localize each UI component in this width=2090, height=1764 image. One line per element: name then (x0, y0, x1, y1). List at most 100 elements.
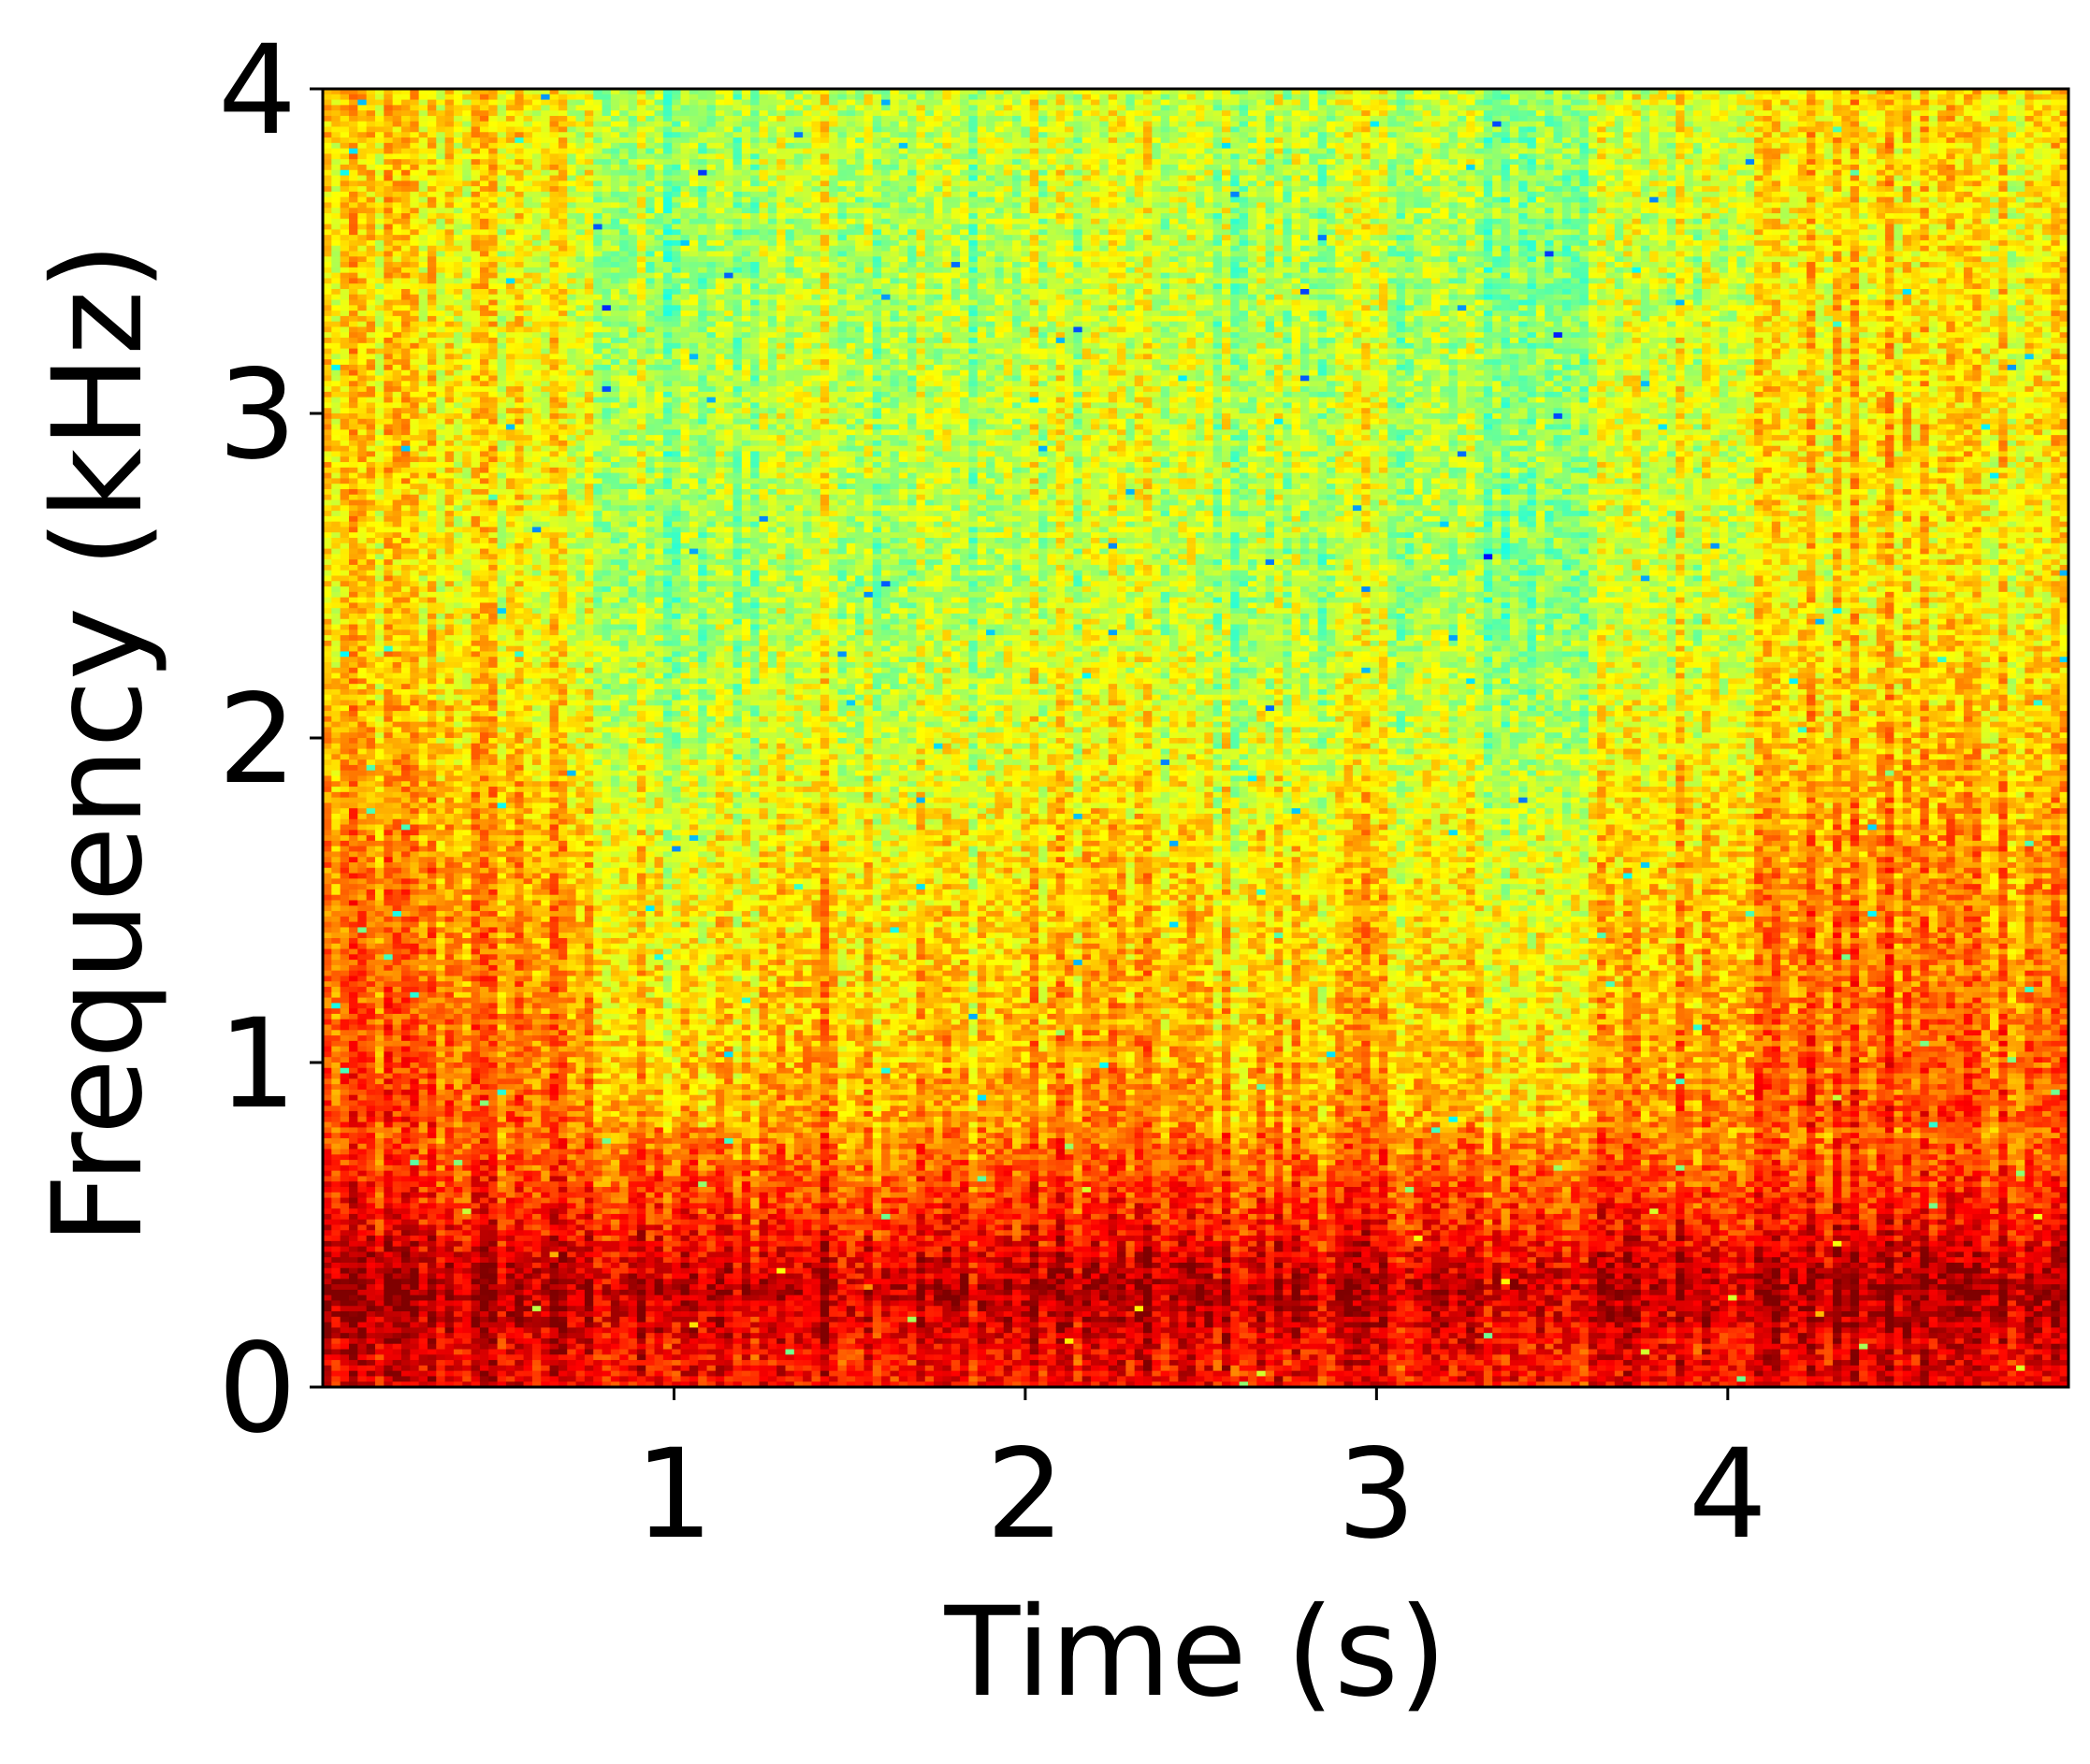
heatmap-cell (488, 662, 499, 669)
heatmap-cell (323, 451, 332, 457)
heatmap-cell (471, 294, 481, 301)
heatmap-cell (479, 1300, 489, 1307)
heatmap-cell (340, 462, 350, 469)
heatmap-cell (340, 175, 350, 181)
heatmap-cell (488, 429, 499, 436)
heatmap-cell (384, 672, 394, 679)
heatmap-cell (418, 267, 428, 274)
heatmap-cell (366, 413, 376, 420)
heatmap-cell (410, 759, 420, 766)
heatmap-cell (348, 981, 358, 988)
heatmap-cell (427, 472, 437, 479)
heatmap-cell (479, 1224, 489, 1231)
heatmap-cell (348, 239, 358, 247)
heatmap-cell (331, 1013, 341, 1020)
heatmap-cell (497, 911, 507, 918)
heatmap-cell (436, 94, 446, 101)
heatmap-cell (340, 781, 350, 788)
heatmap-cell (427, 830, 437, 836)
heatmap-cell (436, 851, 446, 858)
heatmap-cell (357, 1164, 368, 1172)
heatmap-cell (471, 651, 481, 658)
heatmap-cell (384, 1100, 394, 1106)
heatmap-cell (479, 613, 489, 620)
heatmap-cell (323, 424, 332, 430)
heatmap-cell (436, 142, 446, 150)
heatmap-cell (453, 169, 463, 177)
heatmap-cell (453, 429, 463, 436)
heatmap-cell (331, 840, 341, 847)
heatmap-cell (384, 927, 394, 933)
heatmap-cell (453, 527, 463, 533)
heatmap-cell (418, 89, 428, 95)
heatmap-cell (444, 527, 455, 533)
heatmap-cell (462, 515, 472, 523)
heatmap-cell (366, 1143, 376, 1150)
heatmap-cell (418, 894, 428, 902)
heatmap-cell (444, 445, 455, 453)
heatmap-cell (471, 181, 481, 187)
heatmap-cell (348, 802, 358, 809)
heatmap-cell (427, 727, 437, 733)
heatmap-cell (453, 1208, 463, 1215)
heatmap-cell (384, 1213, 394, 1221)
heatmap-cell (400, 1040, 411, 1048)
heatmap-cell (453, 1035, 463, 1042)
heatmap-cell (479, 462, 489, 469)
heatmap-cell (453, 884, 463, 890)
heatmap-cell (410, 1170, 420, 1178)
heatmap-cell (427, 538, 437, 544)
heatmap-cell (340, 369, 350, 377)
heatmap-cell (497, 624, 507, 630)
heatmap-cell (410, 705, 420, 712)
heatmap-cell (462, 948, 472, 955)
heatmap-cell (400, 181, 411, 187)
heatmap-cell (374, 115, 385, 123)
heatmap-cell (366, 521, 376, 528)
heatmap-cell (384, 1230, 394, 1236)
heatmap-cell (488, 1024, 499, 1031)
heatmap-cell (357, 326, 368, 333)
heatmap-cell (340, 759, 350, 766)
heatmap-cell (453, 494, 463, 501)
heatmap-cell (400, 640, 411, 647)
heatmap-cell (357, 413, 368, 420)
heatmap-cell (479, 873, 489, 879)
heatmap-cell (436, 1078, 446, 1085)
heatmap-cell (444, 386, 455, 393)
heatmap-cell (331, 586, 341, 593)
heatmap-cell (323, 1365, 332, 1372)
heatmap-cell (436, 889, 446, 896)
heatmap-cell (427, 440, 437, 447)
heatmap-cell (488, 997, 499, 1004)
heatmap-cell (488, 787, 499, 793)
heatmap-cell (427, 748, 437, 755)
heatmap-cell (357, 943, 368, 950)
heatmap-cell (357, 727, 368, 733)
heatmap-cell (357, 1030, 368, 1036)
heatmap-cell (374, 478, 385, 484)
heatmap-cell (453, 99, 463, 106)
heatmap-cell (444, 1306, 455, 1312)
heatmap-cell (384, 1273, 394, 1280)
heatmap-cell (488, 1067, 499, 1075)
heatmap-cell (497, 824, 507, 831)
heatmap-cell (418, 1267, 428, 1275)
heatmap-cell (366, 1370, 376, 1378)
heatmap-cell (340, 905, 350, 912)
heatmap-cell (418, 873, 428, 879)
heatmap-cell (392, 618, 402, 626)
heatmap-cell (331, 89, 341, 95)
heatmap-cell (471, 445, 481, 453)
heatmap-cell (418, 369, 428, 377)
heatmap-cell (471, 970, 481, 977)
heatmap-cell (323, 1111, 332, 1118)
heatmap-cell (488, 954, 499, 961)
heatmap-cell (488, 110, 499, 117)
heatmap-cell (331, 505, 341, 512)
heatmap-cell (488, 1170, 499, 1178)
heatmap-cell (488, 1333, 499, 1339)
heatmap-cell (427, 391, 437, 398)
heatmap-cell (453, 564, 463, 571)
heatmap-cell (357, 591, 368, 599)
